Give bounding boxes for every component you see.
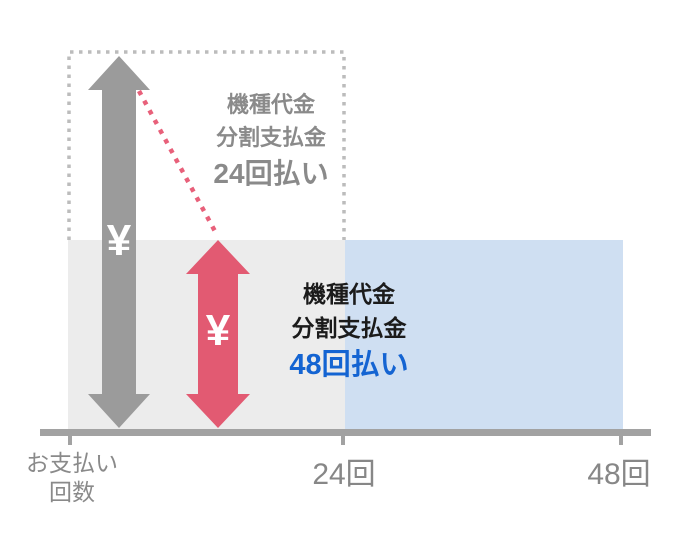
- plan-24-label: 機種代金 分割支払金 24回払い: [190, 88, 352, 194]
- x-axis-title: お支払い 回数: [12, 449, 132, 507]
- x-axis-label-24: 24回: [312, 458, 376, 491]
- yen-symbol-48: ¥: [206, 306, 231, 355]
- plan-48-label: 機種代金 分割支払金 48回払い: [264, 277, 434, 385]
- x-axis-tick-24: [341, 429, 345, 445]
- plan-48-title-line1: 機種代金: [303, 281, 395, 307]
- x-axis-title-line1: お支払い: [26, 450, 118, 476]
- x-axis-label-48: 48回: [587, 458, 651, 491]
- amount-reduction-dotted-line: [137, 89, 219, 237]
- yen-symbol-24: ¥: [107, 216, 132, 265]
- payment-24-dotted-outline: [67, 50, 346, 240]
- x-axis-tick-48: [619, 429, 623, 445]
- amount-arrow-24-icon: [88, 56, 150, 428]
- amount-arrow-48-icon: [186, 240, 250, 428]
- plan-24-title-line2: 分割支払金: [215, 125, 326, 150]
- plan-24-title-line1: 機種代金: [226, 92, 315, 117]
- x-axis-tick-start: [68, 429, 72, 445]
- region-48-payment-period: [345, 240, 623, 429]
- x-axis-line: [40, 429, 651, 436]
- plan-48-title-line2: 分割支払金: [291, 315, 407, 341]
- plan-48-title-line3: 48回払い: [289, 349, 409, 381]
- x-axis-title-line2: 回数: [49, 479, 95, 505]
- plan-24-title-line3: 24回払い: [213, 158, 329, 189]
